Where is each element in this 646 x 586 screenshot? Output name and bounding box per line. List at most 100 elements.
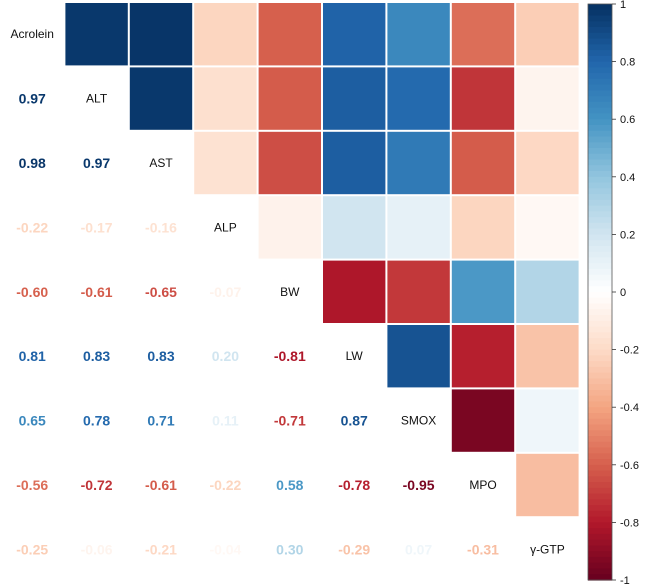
colorbar-segment [588,38,612,45]
colorbar-segment [588,533,612,541]
colorbar-segment [588,268,612,276]
correlation-value: -0.31 [467,541,499,557]
correlation-value: -0.25 [16,541,48,557]
colorbar-tick-label: 0.8 [620,57,635,69]
correlation-cell [128,66,194,131]
correlation-value: -0.16 [145,219,177,235]
correlation-value: -0.29 [338,541,370,557]
colorbar-tick-label: 1 [620,0,626,11]
colorbar-segment [588,15,612,22]
colorbar-segment [588,407,612,414]
variable-label: ALT [86,92,108,106]
colorbar-segment [588,136,612,143]
colorbar-segment [588,556,612,564]
colorbar-segment [588,528,612,535]
colorbar-segment [588,568,612,575]
correlation-value: 0.20 [212,348,239,364]
colorbar-segment [588,148,612,155]
colorbar-segment [588,401,612,408]
colorbar-segment [588,73,612,80]
correlation-cell [450,324,516,389]
variable-label: Acrolein [11,27,54,41]
colorbar-segment [588,338,612,345]
correlation-value: 0.97 [19,91,46,107]
colorbar-segment [588,574,612,581]
colorbar-segment [588,303,612,310]
colorbar-segment [588,464,612,472]
correlation-cell [515,452,580,518]
correlation-cell [386,324,451,389]
variable-label: AST [149,156,173,170]
correlation-value: -0.17 [81,219,113,235]
colorbar-segment [588,222,612,230]
colorbar-segment [588,309,612,316]
correlation-value: 0.83 [83,348,110,364]
colorbar-segment [588,286,612,293]
colorbar-segment [588,562,612,570]
correlation-value: -0.65 [145,284,177,300]
colorbar-segment [588,228,612,235]
colorbar-segment [588,522,612,529]
colorbar-segment [588,389,612,397]
correlation-value: 0.83 [147,348,174,364]
correlation-cell [257,2,323,67]
colorbar-segment [588,50,612,57]
colorbar-segment [588,107,612,115]
correlation-value: 0.07 [405,541,432,557]
correlation-cell [386,259,451,325]
colorbar-segment [588,182,612,189]
correlation-cell [322,66,387,131]
colorbar-segment [588,257,612,264]
correlation-value: 0.81 [19,348,46,364]
colorbar-segment [588,459,612,466]
colorbar-segment [588,84,612,91]
colorbar-segment [588,234,612,241]
correlation-value: 0.58 [276,477,303,493]
correlation-cell [64,2,129,67]
colorbar-segment [588,176,612,184]
colorbar-segment [588,320,612,328]
colorbar-segment [588,113,612,120]
colorbar-segment [588,343,612,351]
colorbar-segment [588,510,612,518]
colorbar-tick-label: -0.8 [620,517,639,529]
colorbar-segment [588,199,612,207]
correlation-cell [450,195,516,260]
colorbar-segment [588,119,612,126]
colorbar-segment [588,412,612,420]
colorbar-segment [588,332,612,339]
colorbar-segment [588,211,612,218]
colorbar-segment [588,499,612,506]
correlation-value: -0.06 [81,541,113,557]
colorbar-segment [588,4,612,11]
colorbar-segment [588,361,612,368]
colorbar-segment [588,355,612,362]
colorbar-segment [588,142,612,149]
colorbar-segment [588,274,612,282]
correlation-cell [515,195,580,260]
correlation-cell [450,259,516,325]
correlation-cell [193,66,258,131]
correlation-cell [257,195,323,260]
colorbar-segment [588,27,612,34]
colorbar-segment [588,251,612,259]
correlation-cell [128,2,194,67]
correlation-value: -0.22 [16,219,48,235]
correlation-value: -0.21 [145,541,177,557]
colorbar-segment [588,516,612,523]
correlation-value: -0.07 [209,284,241,300]
correlation-cell [322,195,387,260]
correlation-value: 0.30 [276,541,303,557]
colorbar-segment [588,130,612,138]
colorbar-segment [588,297,612,305]
variable-label: MPO [469,478,496,492]
colorbar-segment [588,372,612,379]
colorbar-tick-label: -0.6 [620,460,639,472]
colorbar-tick-label: -1 [620,575,630,586]
colorbar-segment [588,205,612,212]
correlation-cell [515,388,580,453]
colorbar-segment [588,436,612,443]
correlation-cell [450,2,516,67]
colorbar-segment [588,326,612,333]
